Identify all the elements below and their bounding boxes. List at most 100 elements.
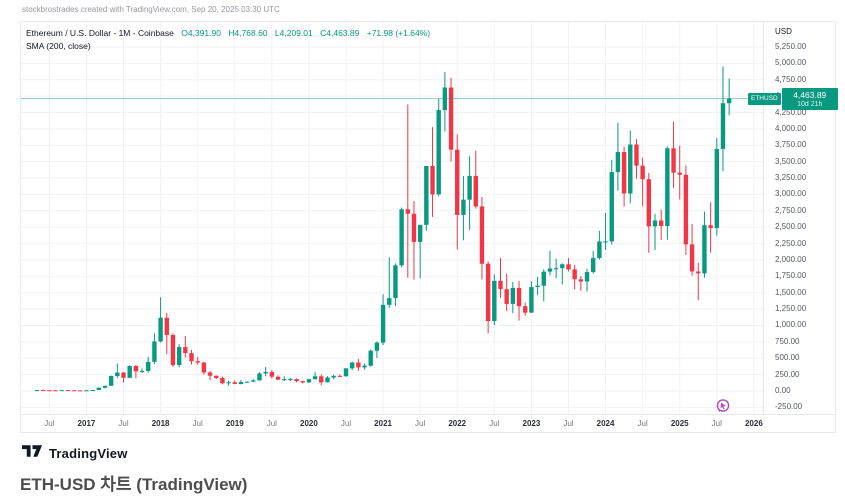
x-axis-tick: Jul: [266, 419, 277, 428]
candle-body: [529, 287, 534, 313]
candle-body: [226, 382, 231, 384]
plot-area[interactable]: [21, 22, 763, 414]
candle-body: [195, 361, 200, 363]
legend-symbol-row[interactable]: Ethereum / U.S. Dollar - 1M - Coinbase O…: [26, 27, 430, 39]
candle-body: [282, 379, 287, 381]
candle-body: [170, 334, 176, 366]
legend-change: +71.98 (+1.64%): [366, 28, 431, 38]
y-axis-tick: -250.00: [775, 402, 803, 412]
candle-body: [658, 220, 664, 227]
current-price-label[interactable]: ETHUSD 4,463.89 10d 21h: [748, 87, 838, 110]
x-axis-tick: Jul: [637, 419, 648, 428]
legend-indicator: SMA (200, close): [26, 41, 91, 51]
candle-body: [702, 225, 707, 274]
candle-body: [319, 376, 324, 383]
y-axis-tick: 4,750.00: [775, 74, 807, 84]
x-axis-tick: Jul: [563, 419, 574, 428]
candle-body: [238, 382, 244, 384]
x-axis-tick: Jul: [118, 419, 129, 428]
y-axis-tick: 750.00: [775, 336, 800, 346]
legend-high: H4,768.60: [228, 28, 268, 38]
candle-body: [510, 287, 516, 304]
tradingview-brand[interactable]: TradingView: [22, 444, 128, 463]
candle-body: [566, 264, 571, 270]
x-axis-tick: 2018: [151, 419, 170, 428]
brand-name: TradingView: [49, 446, 128, 461]
candle-body: [597, 241, 602, 259]
candle-body: [442, 87, 448, 111]
candle-body: [572, 269, 577, 280]
candle-body: [269, 371, 275, 377]
candle-body: [473, 175, 478, 207]
y-axis-tick: 5,250.00: [775, 42, 807, 51]
y-axis-tick: 1,750.00: [775, 271, 807, 281]
x-axis-tick: Jul: [192, 419, 203, 428]
candle-body: [584, 272, 590, 282]
y-axis-tick: 4,000.00: [775, 123, 807, 133]
candle-body: [300, 381, 305, 383]
candle-body: [189, 353, 194, 362]
candle-body: [356, 362, 361, 368]
x-axis-tick: 2025: [670, 419, 689, 428]
candle-body: [689, 244, 695, 272]
y-axis-tick: 2,750.00: [775, 205, 807, 215]
symbol-tag: ETHUSD: [748, 92, 781, 105]
cursor-badge-icon[interactable]: [715, 398, 731, 414]
candle-body: [387, 298, 392, 305]
candle-body: [615, 152, 621, 173]
x-axis-tick: Jul: [415, 419, 426, 428]
candle-body: [461, 199, 466, 215]
candle-body: [40, 390, 46, 392]
time-scale[interactable]: Jul 2017 Jul 2018 Jul 2019 Jul 2020 Jul 2021 Jul 20…: [21, 415, 763, 434]
candle-body: [331, 375, 336, 378]
image-caption: ETH-USD 차트 (TradingView): [20, 475, 248, 494]
candle-body: [498, 280, 503, 290]
candle-body: [257, 373, 262, 381]
candle-body: [714, 148, 719, 229]
candle-body: [362, 365, 367, 368]
x-axis-tick: 2023: [522, 419, 541, 428]
y-axis-tick: 250.00: [775, 369, 800, 379]
candle-body: [133, 365, 139, 372]
y-axis-tick: 2,250.00: [775, 238, 807, 248]
legend-indicator-row[interactable]: SMA (200, close): [26, 40, 430, 52]
candle-body: [603, 241, 608, 243]
candle-body: [108, 376, 114, 386]
candle-body: [96, 387, 101, 390]
candle-body: [343, 368, 349, 377]
legend-low: L4,209.01: [274, 28, 313, 38]
candle-body: [609, 172, 614, 242]
candle-body: [127, 365, 132, 378]
candle-body: [640, 165, 645, 180]
candle-body: [430, 165, 435, 195]
candle-body: [306, 379, 312, 383]
candle-body: [492, 280, 497, 322]
candle-body: [220, 377, 225, 384]
candle-body: [232, 382, 237, 384]
x-axis-tick: Jul: [340, 419, 352, 428]
candle-body: [652, 220, 658, 227]
y-axis-tick: 3,750.00: [775, 140, 807, 150]
candle-body: [479, 206, 485, 264]
candle-body: [411, 213, 417, 242]
current-price-value: 4,463.89: [793, 89, 827, 100]
price-countdown-box: 4,463.89 10d 21h: [781, 87, 838, 110]
x-axis-tick: 2022: [448, 419, 467, 428]
price-scale[interactable]: USD 5,250.005,000.004,750.004,500.004,25…: [764, 22, 836, 414]
time-axis-separator: [21, 414, 835, 415]
price-chart[interactable]: [21, 22, 763, 414]
candle-body: [720, 103, 726, 149]
candle-body: [726, 98, 732, 104]
candle-body: [251, 380, 256, 382]
price-scale-unit: USD: [775, 27, 792, 36]
x-axis-tick: 2026: [744, 419, 763, 428]
candle-body: [485, 263, 491, 322]
candle-body: [467, 175, 472, 200]
candle-body: [102, 385, 108, 388]
legend-symbol: Ethereum / U.S. Dollar - 1M - Coinbase: [26, 28, 174, 38]
y-axis-tick: 3,500.00: [775, 156, 807, 166]
y-axis-tick: 1,500.00: [775, 287, 807, 297]
x-axis-tick: Jul: [44, 419, 55, 428]
candle-body: [535, 285, 540, 288]
legend-close: C4,463.89: [320, 28, 360, 38]
